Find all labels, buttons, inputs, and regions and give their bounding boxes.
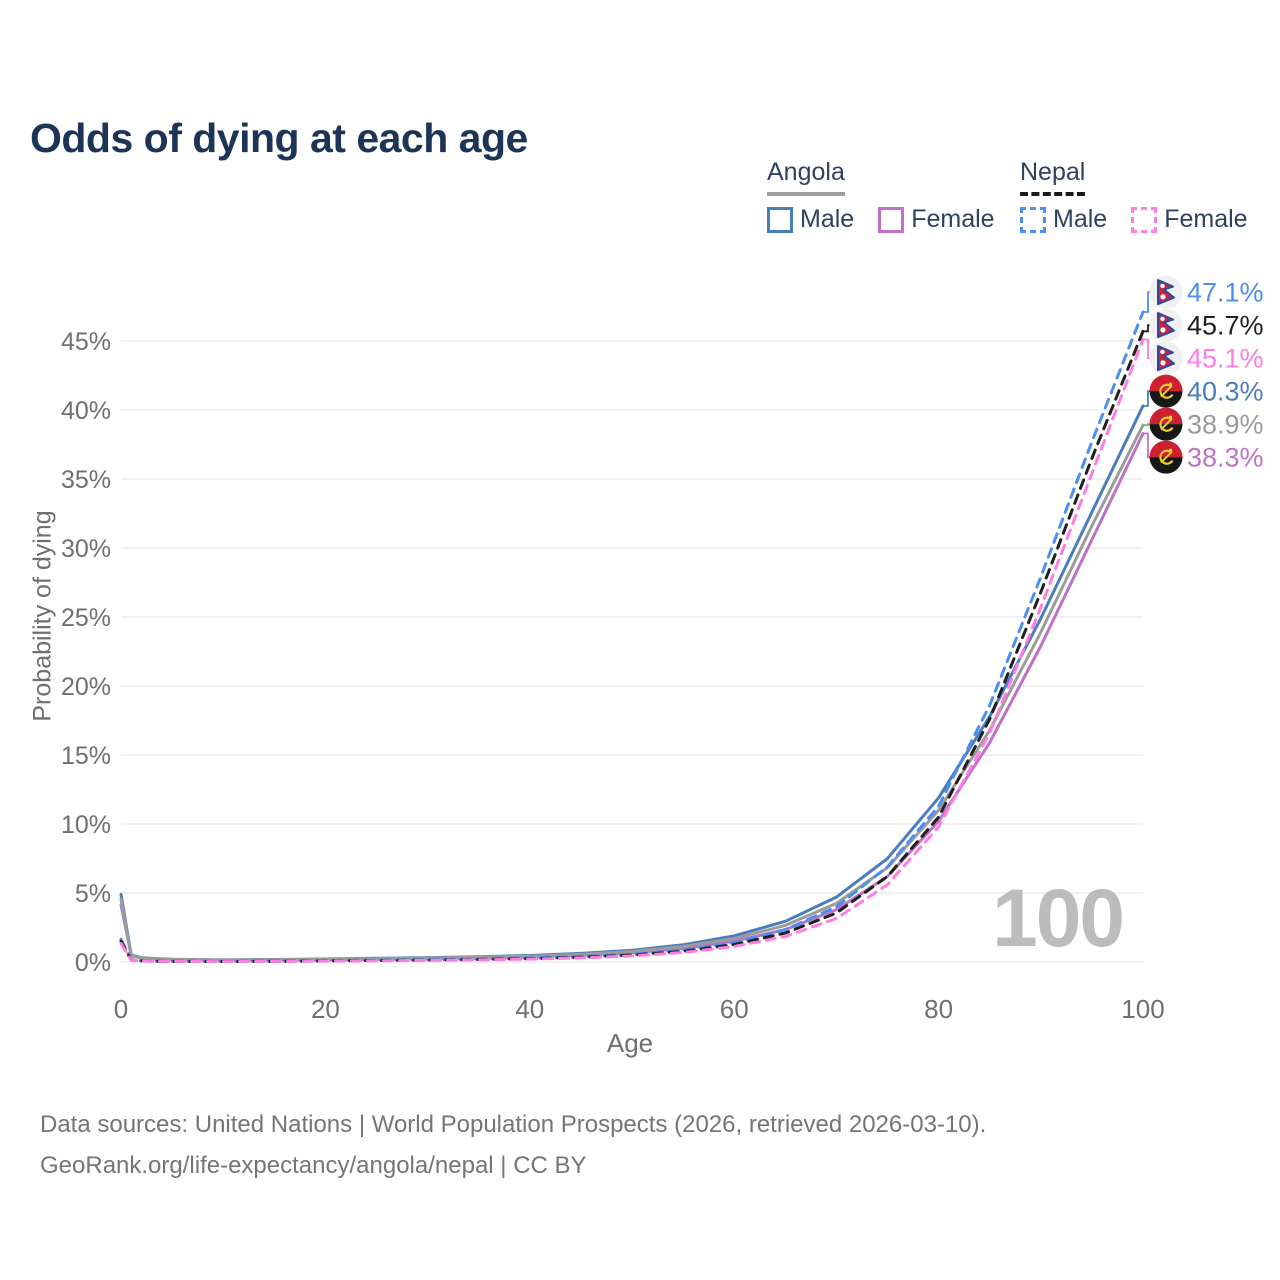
angola-gear <box>1159 383 1174 399</box>
legend-item-angola-female[interactable]: Female <box>878 205 995 234</box>
footer: Data sources: United Nations | World Pop… <box>40 1104 986 1186</box>
angola-flag-red <box>1149 374 1183 392</box>
age-counter-watermark: 100 <box>992 873 1123 964</box>
footer-citation: GeoRank.org/life-expectancy/angola/nepal… <box>40 1152 587 1179</box>
nepal-moon <box>1160 283 1165 289</box>
end-label-leader <box>1143 291 1150 313</box>
legend-group-nepal: Nepal Male Female <box>1020 158 1248 234</box>
x-tick-label: 80 <box>924 994 953 1024</box>
angola-machete <box>1160 384 1173 398</box>
y-tick-label: 40% <box>61 397 111 425</box>
nepal-sun <box>1160 327 1166 333</box>
series-line-angola-female[interactable] <box>119 432 1145 962</box>
y-tick-label: 20% <box>61 673 111 701</box>
end-value-label-angola-female: 38.3% <box>1187 443 1264 473</box>
page-title: Odds of dying at each age <box>30 115 528 162</box>
legend-item-nepal-male[interactable]: Male <box>1020 205 1107 234</box>
end-value-label-angola-both: 38.9% <box>1187 410 1264 440</box>
y-tick-label: 5% <box>75 880 111 908</box>
footer-datasource: Data sources: United Nations | World Pop… <box>40 1111 987 1138</box>
nepal-moon <box>1160 316 1165 322</box>
angola-flag-red <box>1149 407 1183 425</box>
angola-gear <box>1159 416 1174 432</box>
end-label-leader <box>1143 423 1150 427</box>
end-label-leader <box>1143 432 1150 458</box>
angola-star <box>1168 448 1173 452</box>
legend-item-nepal-female[interactable]: Female <box>1131 205 1248 234</box>
legend-header-angola[interactable]: Angola <box>767 158 845 196</box>
angola-flag-black <box>1149 391 1183 408</box>
legend-label-nepal-male: Male <box>1053 205 1108 233</box>
legend-group-angola: Angola Male Female <box>767 158 995 234</box>
end-value-label-angola-male: 40.3% <box>1187 377 1264 407</box>
nepal-sun <box>1160 360 1166 366</box>
angola-male-swatch-icon <box>767 206 793 233</box>
angola-star <box>1168 382 1173 386</box>
y-tick-label: 45% <box>61 328 111 356</box>
y-tick-label: 30% <box>61 535 111 563</box>
nepal-moon <box>1160 349 1165 355</box>
x-tick-label: 20 <box>311 994 340 1024</box>
angola-flag-icon <box>1149 407 1183 441</box>
x-tick-label: 40 <box>515 994 544 1024</box>
series-line-nepal-male[interactable] <box>119 310 1145 963</box>
nepal-male-swatch-icon <box>1020 206 1046 233</box>
y-tick-label: 25% <box>61 604 111 632</box>
nepal-sun <box>1160 294 1166 300</box>
chart-canvas: 0% 5% 10% 15% 20% 25% 30% 35% 40% 45% 0 20 40 60 80 100… <box>61 275 1264 1024</box>
nepal-flag-icon <box>1149 341 1183 375</box>
y-tick-label: 15% <box>61 742 111 770</box>
series-line-nepal-female[interactable] <box>119 338 1145 964</box>
legend-label-angola-female: Female <box>911 205 995 233</box>
y-axis-title: Probability of dying <box>28 510 57 722</box>
angola-flag-icon <box>1149 374 1183 408</box>
angola-female-swatch-icon <box>878 206 905 233</box>
angola-star <box>1168 415 1173 419</box>
legend-header-nepal[interactable]: Nepal <box>1020 158 1086 196</box>
legend-row-angola: Male Female <box>767 205 995 234</box>
angola-flag-red <box>1149 440 1183 458</box>
angola-machete <box>1160 417 1173 431</box>
y-tick-label: 10% <box>61 811 111 839</box>
angola-gear <box>1159 449 1174 465</box>
x-tick-label: 100 <box>1121 994 1164 1024</box>
nepal-female-swatch-icon <box>1131 206 1158 233</box>
legend-label-angola-male: Male <box>800 205 855 233</box>
legend-label-nepal-female: Female <box>1164 205 1248 233</box>
y-tick-label: 0% <box>75 949 111 977</box>
x-tick-label: 60 <box>720 994 749 1024</box>
end-label-leader <box>1143 390 1150 407</box>
legend-item-angola-male[interactable]: Male <box>767 205 854 234</box>
nepal-flag-icon <box>1149 308 1183 342</box>
angola-flag-black <box>1149 457 1183 474</box>
end-value-label-nepal-both: 45.7% <box>1187 311 1264 341</box>
end-value-label-nepal-female: 45.1% <box>1187 344 1264 374</box>
legend-row-nepal: Male Female <box>1020 205 1248 234</box>
angola-flag-icon <box>1149 440 1183 474</box>
angola-machete <box>1160 450 1173 464</box>
series-line-nepal-both[interactable] <box>119 329 1145 963</box>
x-tick-label: 0 <box>114 994 128 1024</box>
end-label-leader <box>1143 324 1150 333</box>
angola-flag-black <box>1149 424 1183 441</box>
y-tick-label: 35% <box>61 466 111 494</box>
series-line-angola-male[interactable] <box>119 404 1145 962</box>
end-value-label-nepal-male: 47.1% <box>1187 278 1264 308</box>
x-axis-title: Age <box>606 1028 654 1058</box>
end-label-leader <box>1143 338 1150 359</box>
nepal-flag-icon <box>1149 275 1183 309</box>
series-line-angola-both[interactable] <box>119 423 1145 962</box>
